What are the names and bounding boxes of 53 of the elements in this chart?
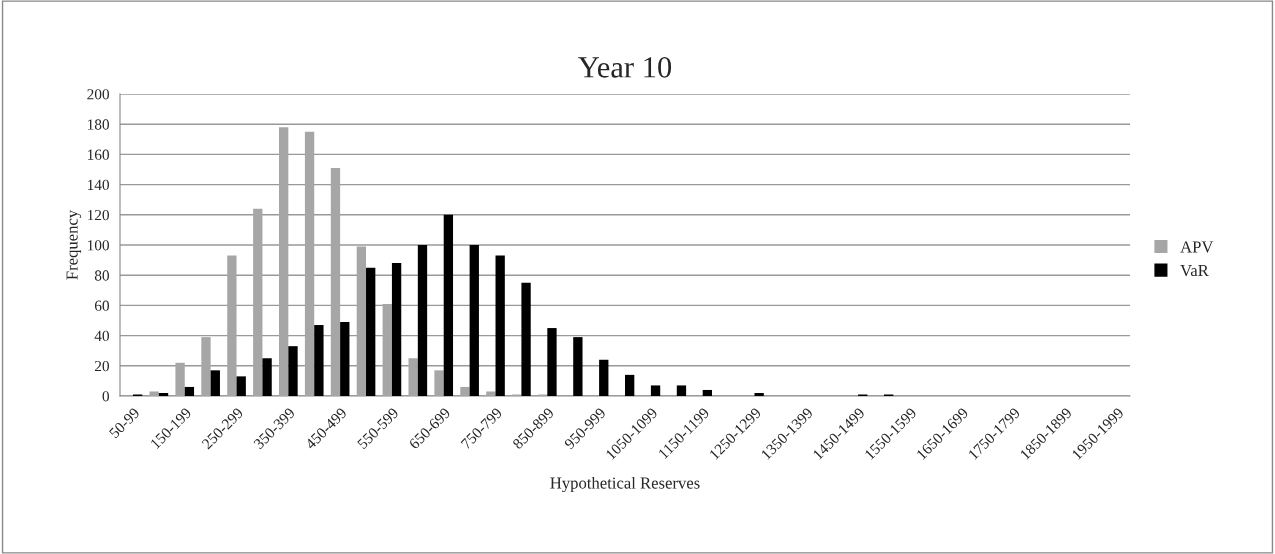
bar — [288, 346, 298, 396]
bar — [573, 337, 583, 396]
y-tick-label: 0 — [102, 391, 109, 402]
bar — [417, 245, 428, 396]
bar — [158, 392, 169, 396]
bar — [253, 208, 263, 396]
bar — [408, 358, 418, 396]
bar — [625, 374, 635, 396]
bar — [175, 362, 185, 396]
y-tick-label: 120 — [88, 209, 109, 221]
bar — [149, 391, 159, 396]
y-tick-label: 80 — [94, 270, 109, 281]
bar — [356, 246, 367, 396]
bar — [469, 245, 479, 396]
y-tick-label: 200 — [87, 89, 109, 100]
bar — [702, 389, 713, 396]
bar — [486, 391, 496, 396]
bar — [676, 385, 687, 396]
bar — [382, 303, 392, 396]
y-tick-label: 180 — [88, 119, 109, 130]
bar — [547, 328, 557, 396]
y-tick-label: 40 — [94, 330, 109, 342]
bar — [184, 386, 195, 396]
bar — [599, 359, 609, 396]
y-tick-label: 20 — [94, 360, 109, 372]
legend-label: APV — [1180, 241, 1214, 253]
bar — [366, 267, 376, 396]
bar — [314, 325, 324, 396]
bar — [340, 322, 350, 396]
bar — [210, 370, 220, 396]
bar — [262, 358, 272, 396]
y-tick-label: 100 — [88, 240, 109, 251]
y-tick-label: 140 — [88, 179, 109, 191]
legend-label: VaR — [1180, 265, 1209, 277]
y-axis-title: Frequency — [66, 209, 82, 280]
bar — [201, 337, 211, 396]
bar — [236, 376, 246, 396]
bar — [227, 255, 237, 396]
bar — [391, 263, 402, 396]
bar — [304, 131, 315, 396]
bar — [650, 385, 661, 396]
bar — [754, 392, 764, 396]
bar — [443, 214, 454, 396]
chart-title: Year 10 — [578, 57, 672, 78]
bar — [434, 370, 444, 396]
x-axis-title: Hypothetical Reserves — [550, 476, 700, 493]
bar — [330, 167, 341, 396]
bar — [460, 386, 470, 396]
bar — [521, 282, 531, 396]
bar — [279, 127, 289, 396]
y-tick-label: 160 — [88, 149, 109, 160]
y-tick-label: 60 — [94, 300, 109, 311]
bar — [495, 255, 505, 396]
